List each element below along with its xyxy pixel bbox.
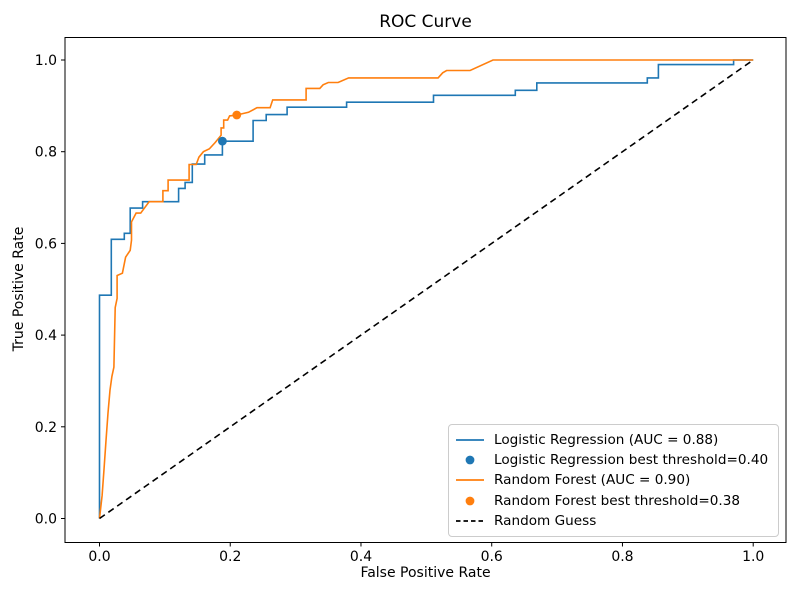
legend-label: Logistic Regression best threshold=0.40: [494, 452, 769, 469]
legend-swatch-forest-line: [456, 479, 484, 482]
x-tick-label: 0.8: [611, 549, 633, 565]
y-axis-label: True Positive Rate: [11, 226, 27, 352]
best-threshold-marker-logistic: [217, 136, 227, 146]
x-tick-label: 0.2: [219, 549, 241, 565]
legend-entry: Random Forest (AUC = 0.90): [455, 470, 774, 490]
legend-entry: Random Forest best threshold=0.38: [455, 491, 774, 511]
legend-swatch-random-guess: [456, 519, 484, 522]
y-tick-label: 0.4: [35, 328, 57, 344]
legend-label: Logistic Regression (AUC = 0.88): [494, 432, 719, 449]
x-tick-label: 1.0: [742, 549, 764, 565]
legend-swatch-forest-marker: [465, 496, 475, 506]
legend-label: Random Guess: [494, 512, 597, 529]
legend-label: Random Forest best threshold=0.38: [494, 492, 741, 509]
legend-swatch-logistic-marker: [465, 455, 475, 465]
legend: Logistic Regression (AUC = 0.88) Logisti…: [448, 424, 779, 537]
y-tick-label: 0.8: [35, 145, 57, 161]
legend-label: Random Forest (AUC = 0.90): [494, 472, 691, 489]
y-tick-label: 1.0: [35, 53, 57, 69]
legend-dot-swatch: [465, 455, 475, 465]
chart-title: ROC Curve: [379, 12, 472, 32]
y-tick-label: 0.0: [35, 512, 57, 528]
legend-entry: Logistic Regression best threshold=0.40: [455, 450, 774, 470]
plot-spines: [64, 37, 787, 543]
best-threshold-marker-forest: [232, 110, 242, 120]
x-tick-label: 0.6: [481, 549, 503, 565]
y-tick-label: 0.6: [35, 236, 57, 252]
legend-entry: Random Guess: [455, 511, 774, 531]
roc-curve-random-forest: [98, 59, 754, 519]
x-tick-label: 0.0: [88, 549, 110, 565]
y-tick-label: 0.2: [35, 420, 57, 436]
legend-dot-swatch: [465, 496, 475, 506]
random-guess-line: [99, 59, 754, 520]
legend-entry: Logistic Regression (AUC = 0.88): [455, 430, 774, 450]
x-axis-label: False Positive Rate: [360, 565, 491, 581]
legend-swatch-logistic-line: [456, 439, 484, 441]
x-tick-label: 0.4: [350, 549, 372, 565]
roc-curve-logistic-regression: [98, 59, 754, 519]
